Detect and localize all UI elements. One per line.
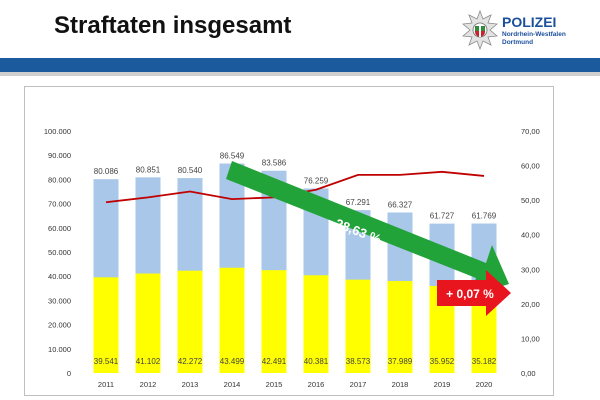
total-value-label: 76.259	[304, 176, 329, 185]
x-tick-label: 2017	[350, 380, 367, 389]
y-right-tick-label: 60,00	[521, 162, 540, 171]
y-left-tick-label: 40.000	[48, 272, 71, 281]
solved-value-label: 39.541	[94, 357, 119, 366]
x-tick-label: 2011	[98, 380, 114, 389]
police-star-icon	[462, 10, 498, 50]
total-value-label: 61.769	[472, 212, 497, 221]
total-value-label: 66.327	[388, 200, 413, 209]
police-logo: POLIZEI Nordrhein-Westfalen Dortmund	[462, 8, 592, 52]
header-band	[0, 58, 600, 72]
solved-bar	[345, 279, 371, 373]
solved-bar	[219, 267, 245, 373]
y-left-tick-label: 20.000	[48, 321, 71, 330]
total-value-label: 61.727	[430, 212, 455, 221]
header-divider	[0, 72, 600, 76]
y-right-tick-label: 30,00	[521, 265, 540, 274]
y-right-tick-label: 20,00	[521, 300, 540, 309]
solved-bar	[387, 281, 413, 373]
x-tick-label: 2013	[182, 380, 199, 389]
solved-value-label: 37.989	[388, 357, 413, 366]
solved-bar	[261, 270, 287, 373]
y-left-tick-label: 90.000	[48, 151, 71, 160]
page-title: Straftaten insgesamt	[54, 12, 292, 39]
total-labels: 80.086 80.851 80.540 86.549 83.586 76.259 67.2…	[94, 152, 497, 221]
red-trend-arrow: + 0,07 %	[437, 270, 511, 316]
chart-svg: 0 10.000 20.000 30.000 40.000 50.000 60.000 70.…	[44, 127, 540, 389]
x-tick-label: 2018	[392, 380, 409, 389]
y-right-axis: 0,00 10,00 20,00 30,00 40,00 50,00 60,00 70,00	[521, 127, 540, 378]
x-tick-label: 2014	[224, 380, 241, 389]
solved-value-label: 35.182	[472, 357, 497, 366]
solved-value-label: 35.952	[430, 357, 455, 366]
x-axis-labels: 2011 2012 2013 2014 2015 2016 2017 2018 2019 2020	[98, 380, 492, 389]
solved-bar	[93, 277, 119, 373]
y-left-tick-label: 50.000	[48, 248, 71, 257]
logo-region: Nordrhein-Westfalen	[502, 31, 566, 38]
solved-value-label: 42.491	[262, 357, 287, 366]
solved-bar	[303, 275, 329, 373]
green-trend-arrow: - 28,63 %	[226, 161, 509, 296]
y-left-tick-label: 100.000	[44, 127, 71, 136]
x-tick-label: 2016	[308, 380, 325, 389]
y-right-tick-label: 10,00	[521, 334, 540, 343]
x-tick-label: 2020	[476, 380, 493, 389]
logo-name: POLIZEI	[502, 14, 557, 30]
y-left-tick-label: 70.000	[48, 200, 71, 209]
solved-bars	[93, 267, 497, 373]
chart-container: 0 10.000 20.000 30.000 40.000 50.000 60.000 70.…	[24, 86, 554, 396]
total-value-label: 80.540	[178, 166, 203, 175]
solved-labels: 39.541 41.102 42.272 43.499 42.491 40.381 38.5…	[94, 357, 497, 366]
y-right-tick-label: 0,00	[521, 369, 536, 378]
solved-bar	[135, 273, 161, 373]
y-left-tick-label: 80.000	[48, 175, 71, 184]
y-right-tick-label: 70,00	[521, 127, 540, 136]
total-value-label: 86.549	[220, 152, 245, 161]
y-left-tick-label: 30.000	[48, 296, 71, 305]
solved-value-label: 43.499	[220, 357, 245, 366]
x-tick-label: 2019	[434, 380, 451, 389]
y-left-tick-label: 10.000	[48, 345, 71, 354]
solved-bar	[177, 270, 203, 373]
solved-value-label: 38.573	[346, 357, 371, 366]
total-value-label: 80.086	[94, 167, 119, 176]
y-left-tick-label: 60.000	[48, 224, 71, 233]
solved-value-label: 40.381	[304, 357, 329, 366]
total-value-label: 67.291	[346, 198, 371, 207]
logo-city: Dortmund	[502, 39, 534, 46]
solved-value-label: 41.102	[136, 357, 161, 366]
y-left-axis: 0 10.000 20.000 30.000 40.000 50.000 60.000 70.…	[44, 127, 71, 378]
total-value-label: 83.586	[262, 159, 287, 168]
y-right-tick-label: 50,00	[521, 196, 540, 205]
x-tick-label: 2012	[140, 380, 157, 389]
total-value-label: 80.851	[136, 165, 161, 174]
solved-value-label: 42.272	[178, 357, 203, 366]
red-arrow-label: + 0,07 %	[446, 287, 494, 301]
x-tick-label: 2015	[266, 380, 283, 389]
y-left-tick-label: 0	[67, 369, 71, 378]
y-right-tick-label: 40,00	[521, 231, 540, 240]
